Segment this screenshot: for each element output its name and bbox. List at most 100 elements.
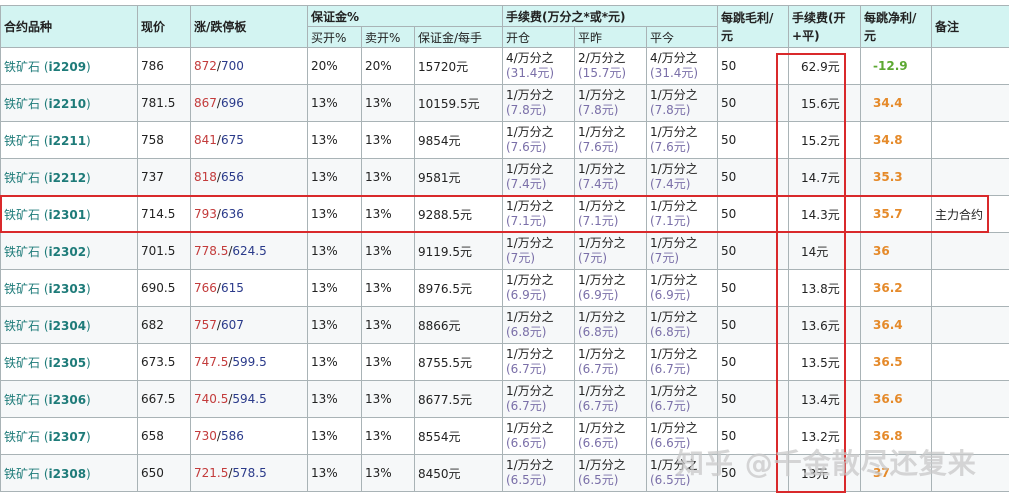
limit-down: 624.5 [232, 244, 267, 258]
margin-per-lot-cell: 8866元 [414, 306, 503, 344]
contract-name: 铁矿石 [4, 429, 41, 444]
note-cell [931, 380, 1009, 418]
contract-code: i2212 [48, 170, 87, 185]
header-fee-close-yesterday: 平昨 [574, 26, 647, 48]
contract-cell[interactable]: 铁矿石 (i2304) [0, 306, 138, 344]
tick-net-value: 35.3 [873, 170, 903, 184]
margin-buy-cell: 13% [307, 380, 362, 418]
price-cell: 758 [137, 121, 191, 159]
fee-total-cell: 14元 [788, 232, 862, 270]
contract-cell[interactable]: 铁矿石 (i2305) [0, 343, 138, 381]
fee-total-cell: 13.5元 [788, 343, 862, 381]
fee-close-today-cell: 1/万分之 (6.7元) [645, 343, 719, 381]
price-cell: 650 [137, 454, 191, 492]
contract-name: 铁矿石 [4, 59, 41, 74]
margin-sell-cell: 13% [361, 158, 415, 196]
contract-cell[interactable]: 铁矿石 (i2301) [0, 195, 138, 233]
price-cell: 714.5 [137, 195, 191, 233]
fee-close-today-cell: 1/万分之 (7.6元) [645, 121, 719, 159]
fee-close-yesterday-cell: 1/万分之 (7.4元) [574, 158, 647, 196]
tick-gross-cell: 50 [717, 195, 790, 233]
tick-net-value: 34.4 [873, 96, 903, 110]
contract-code: i2307 [48, 429, 87, 444]
limit-down: 700 [220, 59, 244, 73]
margin-per-lot-cell: 8450元 [414, 454, 503, 492]
header-margin-buy: 买开% [307, 26, 362, 48]
contract-cell[interactable]: 铁矿石 (i2307) [0, 417, 138, 455]
limit-cell: 778.5/624.5 [190, 232, 308, 270]
table-row: 铁矿石 (i2211) 758 841/675 13% 13% 9854元 1/… [0, 121, 1009, 159]
tick-gross-cell: 50 [717, 84, 790, 122]
contract-cell[interactable]: 铁矿石 (i2211) [0, 121, 138, 159]
table-row: 铁矿石 (i2304) 682 757/607 13% 13% 8866元 1/… [0, 306, 1009, 344]
contract-cell[interactable]: 铁矿石 (i2306) [0, 380, 138, 418]
contract-cell[interactable]: 铁矿石 (i2308) [0, 454, 138, 492]
fee-total-cell: 13.2元 [788, 417, 862, 455]
table-row: 铁矿石 (i2307) 658 730/586 13% 13% 8554元 1/… [0, 417, 1009, 455]
note-cell: 主力合约 [931, 195, 1009, 233]
margin-sell-cell: 13% [361, 454, 415, 492]
fee-total-cell: 13元 [788, 454, 862, 492]
tick-net-cell: 35.7 [860, 195, 933, 233]
margin-per-lot-cell: 9288.5元 [414, 195, 503, 233]
header-price: 现价 [137, 5, 191, 48]
tick-net-value: 34.8 [873, 133, 903, 147]
limit-up: 872 [194, 59, 217, 73]
fee-total-cell: 15.2元 [788, 121, 862, 159]
header-fee-total: 手续费(开+平) [788, 5, 862, 48]
margin-per-lot-cell: 8976.5元 [414, 269, 503, 307]
fee-close-today-cell: 4/万分之 (31.4元) [645, 47, 719, 85]
margin-sell-cell: 13% [361, 121, 415, 159]
limit-cell: 740.5/594.5 [190, 380, 308, 418]
tick-gross-cell: 50 [717, 158, 790, 196]
fee-close-yesterday-cell: 1/万分之 (6.7元) [574, 380, 647, 418]
limit-up: 766 [194, 281, 217, 295]
table-row: 铁矿石 (i2210) 781.5 867/696 13% 13% 10159.… [0, 84, 1009, 122]
margin-per-lot-cell: 10159.5元 [414, 84, 503, 122]
fee-total-cell: 14.7元 [788, 158, 862, 196]
limit-down: 594.5 [232, 392, 267, 406]
contract-cell[interactable]: 铁矿石 (i2209) [0, 47, 138, 85]
margin-per-lot-cell: 8755.5元 [414, 343, 503, 381]
price-cell: 737 [137, 158, 191, 196]
header-margin-per-lot: 保证金/每手 [414, 26, 503, 48]
fee-open-cell: 1/万分之 (6.7元) [502, 380, 575, 418]
fee-close-yesterday-cell: 1/万分之 (6.5元) [574, 454, 647, 492]
limit-up: 818 [194, 170, 217, 184]
margin-per-lot-cell: 8554元 [414, 417, 503, 455]
fee-open-cell: 1/万分之 (6.6元) [502, 417, 575, 455]
margin-buy-cell: 13% [307, 121, 362, 159]
tick-net-cell: 36.5 [860, 343, 933, 381]
fee-total-cell: 13.4元 [788, 380, 862, 418]
contract-cell[interactable]: 铁矿石 (i2302) [0, 232, 138, 270]
contract-name: 铁矿石 [4, 392, 41, 407]
fee-total-cell: 15.6元 [788, 84, 862, 122]
header-fee-close-today: 平今 [645, 26, 719, 48]
fee-open-cell: 1/万分之 (7.8元) [502, 84, 575, 122]
fee-open-cell: 1/万分之 (7.4元) [502, 158, 575, 196]
contract-name: 铁矿石 [4, 133, 41, 148]
fee-close-yesterday-cell: 1/万分之 (6.7元) [574, 343, 647, 381]
tick-gross-cell: 50 [717, 306, 790, 344]
tick-net-value: 36.8 [873, 429, 903, 443]
tick-net-value: 36.5 [873, 355, 903, 369]
tick-net-cell: 36.4 [860, 306, 933, 344]
limit-up: 841 [194, 133, 217, 147]
limit-cell: 747.5/599.5 [190, 343, 308, 381]
fee-open-cell: 1/万分之 (7.6元) [502, 121, 575, 159]
tick-net-cell: 34.4 [860, 84, 933, 122]
futures-table-container: 合约品种 现价 涨/跌停板 保证金% 手续费(万分之*或*元) 每跳毛利/元 手… [0, 5, 1009, 492]
contract-cell[interactable]: 铁矿石 (i2303) [0, 269, 138, 307]
limit-up: 778.5 [194, 244, 229, 258]
note-cell [931, 158, 1009, 196]
contract-name: 铁矿石 [4, 355, 41, 370]
contract-cell[interactable]: 铁矿石 (i2212) [0, 158, 138, 196]
contract-cell[interactable]: 铁矿石 (i2210) [0, 84, 138, 122]
header-margin-group: 保证金% [307, 5, 503, 27]
fee-close-today-cell: 1/万分之 (7.8元) [645, 84, 719, 122]
header-margin-sell: 卖开% [361, 26, 415, 48]
table-row: 铁矿石 (i2305) 673.5 747.5/599.5 13% 13% 87… [0, 343, 1009, 381]
margin-buy-cell: 13% [307, 343, 362, 381]
tick-net-cell: 34.8 [860, 121, 933, 159]
fee-open-cell: 1/万分之 (7元) [502, 232, 575, 270]
